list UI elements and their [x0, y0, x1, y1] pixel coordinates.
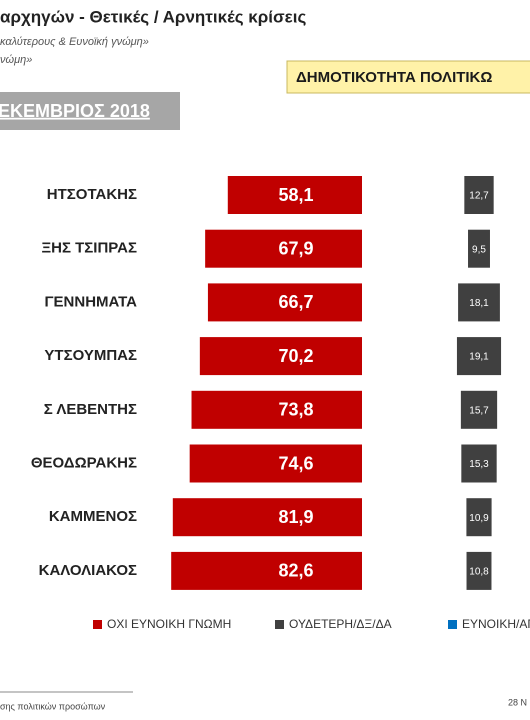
category-label: Σ ΛΕΒΕΝΤΗΣ: [44, 401, 137, 418]
category-label: ΞΗΣ ΤΣΙΠΡΑΣ: [41, 240, 137, 257]
bar: [468, 229, 490, 268]
data-label: 12,7: [469, 191, 489, 202]
bar: [460, 390, 498, 429]
banner: ΔΗΜΟΤΙΚΟΤΗΤΑ ΠΟΛΙΤΙΚΩ: [296, 69, 492, 86]
bar: [171, 551, 362, 590]
data-label: 18,1: [469, 298, 489, 309]
bar: [227, 176, 362, 214]
data-label: 10,8: [469, 567, 489, 578]
subtitle: νώμη»: [0, 54, 32, 66]
bar: [191, 390, 362, 429]
category-label: ΥΤΣΟΥΜΠΑΣ: [44, 347, 137, 364]
category-label: ΗΤΣΟΤΑΚΗΣ: [47, 186, 137, 203]
data-label: 15,7: [469, 405, 489, 416]
legend-label: ΕΥΝΟΙΚΗ/ΑΠ: [462, 617, 530, 631]
period-box: [0, 92, 180, 130]
category-label: ΚΑΜΜΕΝΟΣ: [49, 508, 137, 525]
category-label: ΓΕΝΝΗΜΑΤΑ: [45, 293, 138, 310]
bar: [189, 444, 362, 483]
banner-box: [286, 60, 530, 94]
data-label: 15,3: [469, 459, 489, 470]
bar: [466, 551, 492, 590]
category-label: ΚΑΛΟΛΙΑΚΟΣ: [39, 562, 137, 579]
data-label: 67,9: [278, 238, 313, 258]
data-label: 81,9: [278, 507, 313, 527]
legend-swatch: [93, 620, 102, 629]
bar: [207, 283, 362, 322]
legend-label: ΟΥΔΕΤΕΡΗ/ΔΞ/ΔΑ: [289, 617, 392, 631]
bar: [466, 498, 492, 537]
data-label: 19,1: [469, 352, 489, 363]
data-label: 58,1: [278, 185, 313, 205]
chart-title: αρχηγών - Θετικές / Αρνητικές κρίσεις: [0, 7, 306, 26]
category-label: ΘΕΟΔΩΡΑΚΗΣ: [31, 454, 137, 471]
footnote: σης πολιτικών προσώπων: [0, 701, 106, 711]
bar: [464, 176, 494, 214]
date: 28 Ν: [508, 697, 527, 707]
bar: [458, 283, 500, 322]
bar: [172, 498, 362, 537]
legend-swatch: [275, 620, 284, 629]
data-label: 82,6: [278, 561, 313, 581]
bar: [199, 337, 362, 376]
bar: [461, 444, 497, 483]
bar: [205, 229, 362, 268]
subtitle: καλύτερους & Ευνοϊκή γνώμη»: [0, 36, 149, 48]
data-label: 66,7: [278, 292, 313, 312]
data-label: 9,5: [472, 244, 486, 255]
legend-label: ΟΧΙ ΕΥΝΟΙΚΗ ΓΝΩΜΗ: [107, 617, 231, 631]
data-label: 74,6: [278, 453, 313, 473]
period: ΕΚΕΜΒΡΙΟΣ 2018: [0, 101, 150, 121]
data-label: 73,8: [278, 400, 313, 420]
legend-swatch: [448, 620, 457, 629]
data-label: 10,9: [469, 513, 489, 524]
bar: [456, 337, 502, 376]
data-label: 70,2: [278, 346, 313, 366]
